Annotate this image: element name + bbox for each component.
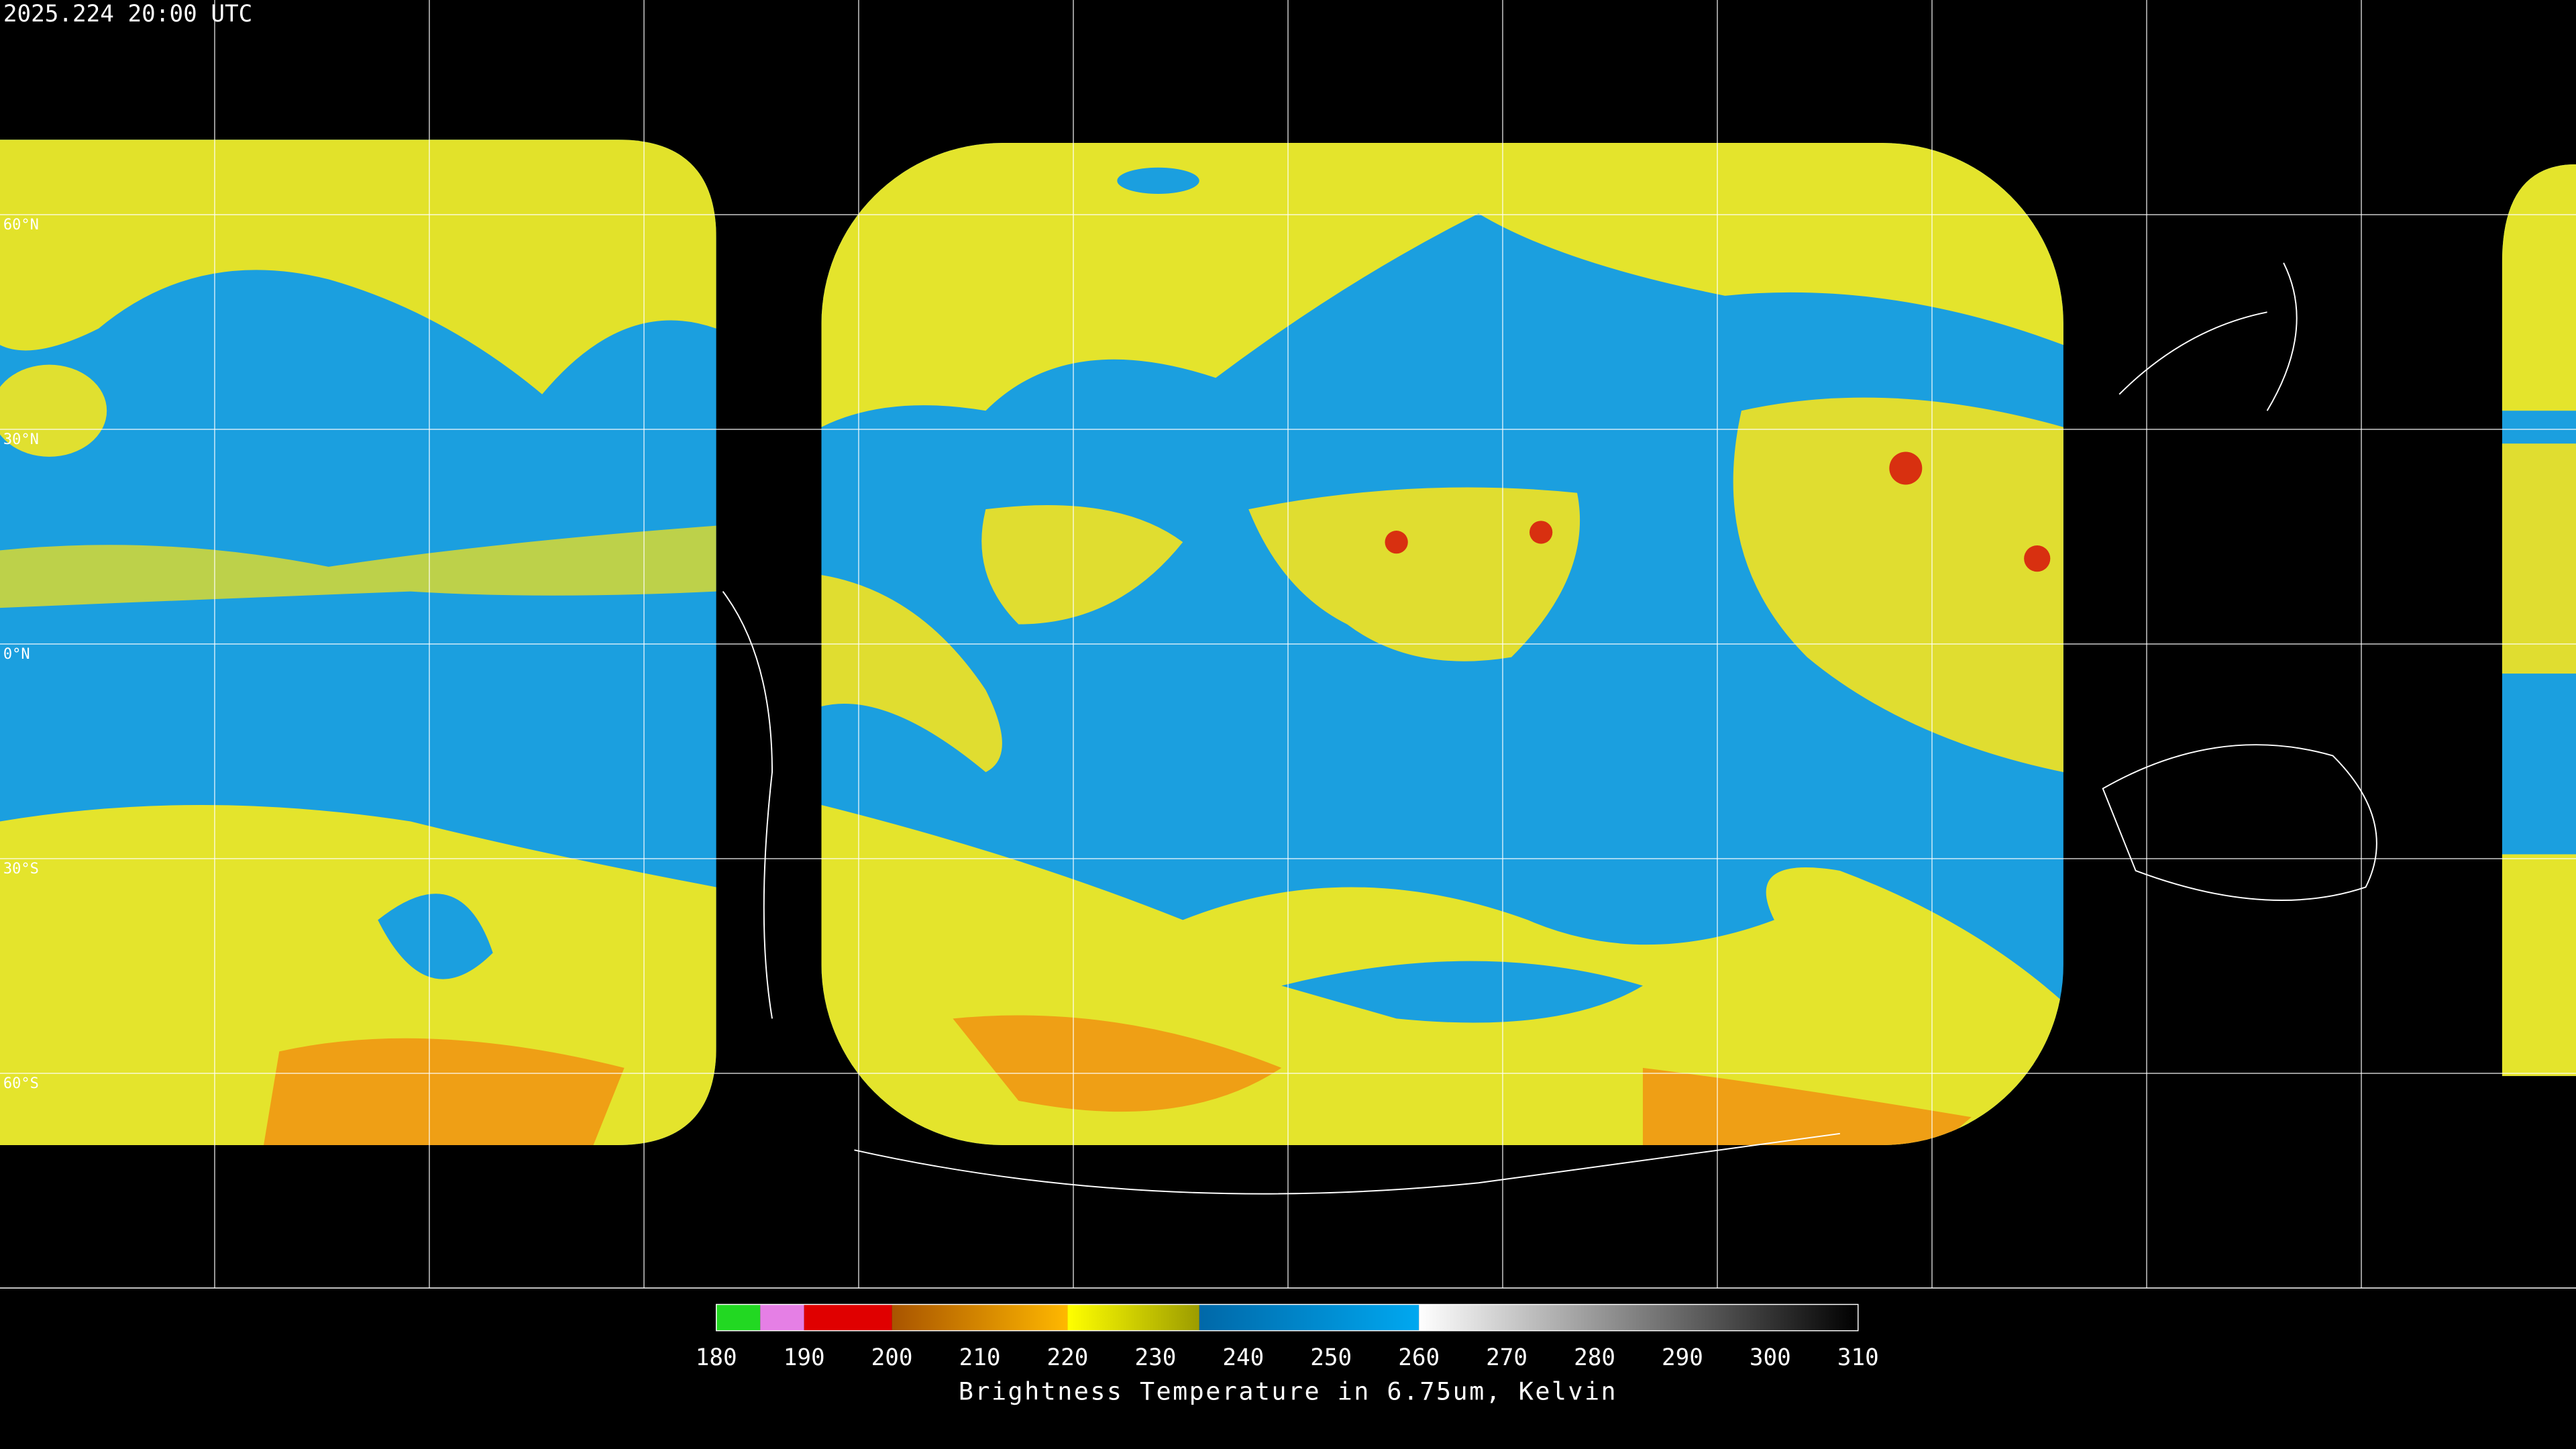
lat-label: 60°N [3,217,39,233]
colorbar-tick-label: 260 [1398,1344,1440,1371]
colorbar-segment [1067,1304,1199,1331]
colorbar-tick-label: 290 [1662,1344,1703,1371]
graticule: 60°N 30°N 0°N 30°S 60°S [0,0,2576,1289]
colorbar-tick-label: 280 [1574,1344,1615,1371]
lat-label: 30°S [3,861,39,877]
colorbar-tick-label: 190 [784,1344,825,1371]
lat-label: 30°N [3,431,39,448]
colorbar-tick-label: 270 [1486,1344,1527,1371]
lat-label: 0°N [3,646,30,663]
colorbar-tick-label: 220 [1047,1344,1089,1371]
colorbar-segment [892,1304,1068,1331]
colorbar-tick-label: 250 [1310,1344,1352,1371]
colorbar-segment [760,1304,804,1331]
colorbar: 180 190 200 210 220 230 240 250 260 270 280 290 300 3… [696,1303,1879,1371]
colorbar-segment [1199,1304,1419,1331]
colorbar-tick-label: 240 [1222,1344,1264,1371]
satellite-panel [0,140,716,1145]
colorbar-tick-label: 200 [871,1344,913,1371]
coastline [2102,262,2377,901]
lat-label: 60°S [3,1075,39,1092]
colorbar-tick-label: 310 [1837,1344,1879,1371]
timestamp: 2025.224 20:00 UTC [3,1,252,28]
colorbar-label: Brightness Temperature in 6.75um, Kelvin [959,1377,1617,1406]
colorbar-tick-label: 300 [1750,1344,1791,1371]
colorbar-tick-label: 180 [696,1344,737,1371]
colorbar-segment [1419,1304,1858,1331]
colorbar-segment [804,1304,892,1331]
coastline [722,591,1840,1195]
satellite-panel [2502,164,2576,1077]
colorbar-frame [716,1303,1859,1332]
colorbar-tick-label: 210 [959,1344,1001,1371]
colorbar-tick-label: 230 [1134,1344,1176,1371]
colorbar-segment [716,1304,761,1331]
